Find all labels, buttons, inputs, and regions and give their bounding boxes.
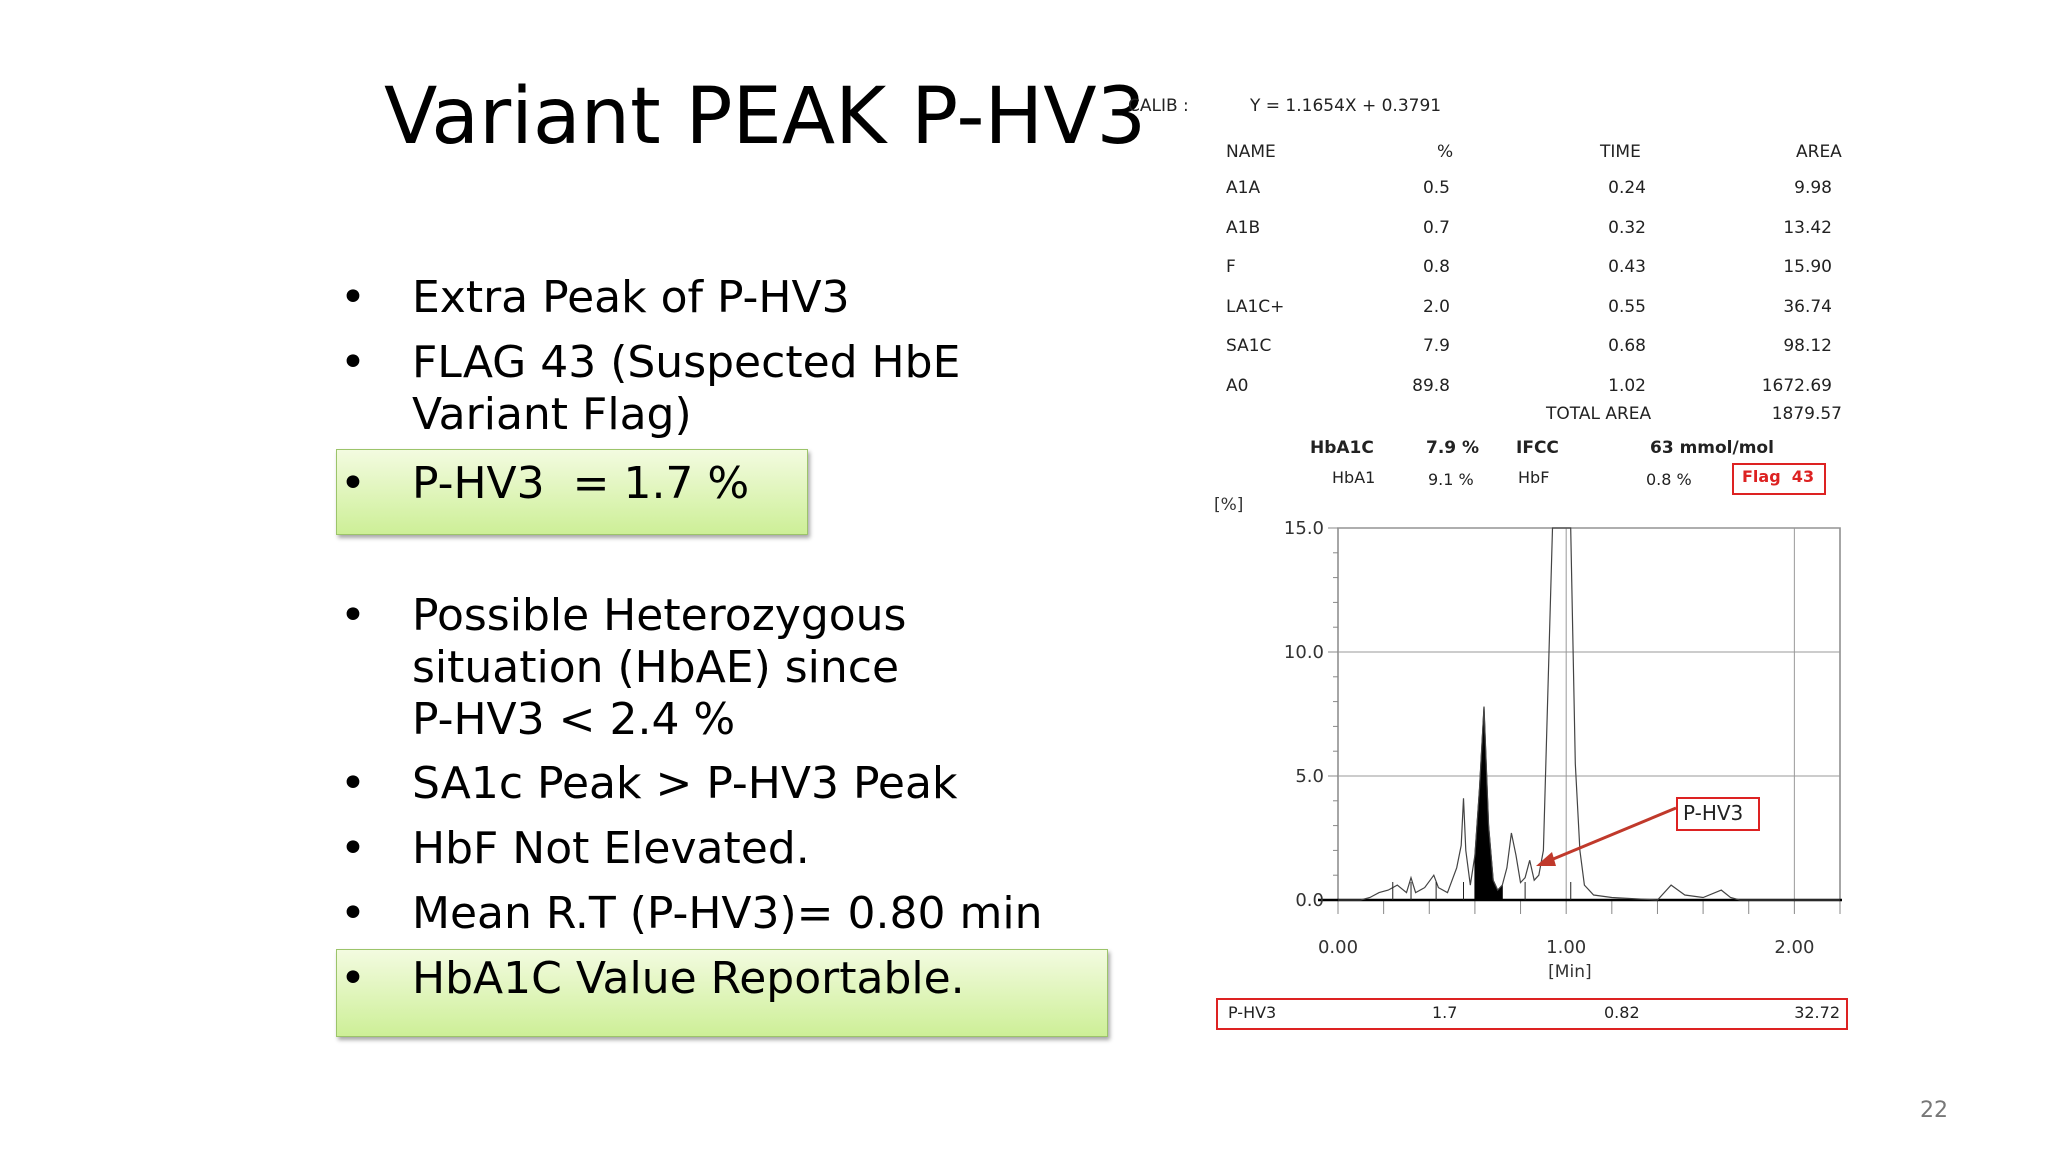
header-percent: %	[1437, 142, 1454, 162]
ifcc-value: 63 mmol/mol	[1650, 438, 1774, 458]
result-cell: 0.43	[1608, 257, 1646, 277]
result-cell: 13.42	[1783, 217, 1832, 238]
hba1c-label: HbA1C	[1310, 438, 1374, 458]
bullet-text: Possible Heterozygous	[412, 590, 907, 641]
result-cell: SA1C	[1226, 336, 1272, 356]
bullet-dot: •	[340, 953, 366, 1004]
result-cell: 0.32	[1608, 217, 1646, 238]
result-cell: 2.0	[1422, 296, 1450, 317]
result-cell: 0.55	[1608, 296, 1646, 317]
phv3-row-area: 32.72	[1794, 1003, 1840, 1022]
result-cell: 9.98	[1794, 178, 1832, 198]
bullet-dot: •	[340, 823, 366, 874]
x-tick-label: 1.00	[1546, 937, 1586, 958]
bullet-dot: •	[340, 272, 366, 323]
hba1c-value: 7.9 %	[1426, 438, 1480, 458]
bullet-text: Extra Peak of P-HV3	[412, 272, 850, 323]
page-number: 22	[1920, 1098, 1948, 1123]
result-cell: LA1C+	[1226, 296, 1285, 317]
x-tick-label: 0.00	[1318, 937, 1358, 958]
calib-label: CALIB :	[1128, 96, 1189, 116]
bullet-text: P-HV3 < 2.4 %	[412, 694, 736, 745]
result-cell: 0.5	[1422, 178, 1450, 198]
x-axis-label: [Min]	[1548, 962, 1591, 982]
hba1-value: 9.1 %	[1428, 470, 1474, 489]
bullet-text: HbA1C Value Reportable.	[412, 953, 965, 1004]
highlight-box-reportable	[336, 949, 1108, 1037]
result-cell: A0	[1226, 375, 1249, 396]
result-cell: F	[1226, 257, 1236, 277]
result-cell: 0.68	[1608, 336, 1646, 356]
header-time: TIME	[1600, 142, 1641, 162]
hbf-value: 0.8 %	[1646, 470, 1692, 489]
bullet-dot: •	[340, 888, 366, 939]
y-tick-label: 0.0	[1295, 890, 1324, 911]
bullet-text: situation (HbAE) since	[412, 642, 900, 693]
annotation-arrow-head	[1536, 852, 1556, 866]
result-cell: 0.8	[1422, 257, 1450, 277]
x-tick-label: 2.00	[1774, 937, 1814, 958]
hbf-label: HbF	[1518, 468, 1550, 487]
chromatogram-trace	[1338, 527, 1840, 901]
result-cell: 36.74	[1783, 296, 1832, 317]
result-cell: A1A	[1226, 178, 1261, 198]
y-tick-label: 10.0	[1284, 642, 1324, 663]
flag-text: Flag 43	[1742, 467, 1815, 486]
y-tick-label: 15.0	[1284, 518, 1324, 539]
bullet-dot: •	[340, 458, 366, 509]
y-tick-label: 5.0	[1295, 766, 1324, 787]
sa1c-peak-fill	[1474, 706, 1503, 901]
total-area-label: TOTAL AREA	[1546, 404, 1652, 424]
annotation-arrow-line	[1545, 806, 1677, 864]
result-cell: 1672.69	[1761, 375, 1832, 396]
highlight-box-phv3	[336, 449, 808, 535]
header-name: NAME	[1226, 142, 1276, 162]
phv3-row-time: 0.82	[1604, 1003, 1640, 1022]
result-cell: 89.8	[1412, 375, 1450, 396]
bullet-dot: •	[340, 337, 366, 388]
plot-frame	[1337, 527, 1841, 901]
result-cell: A1B	[1226, 217, 1261, 238]
calib-equation: Y = 1.1654X + 0.3791	[1250, 96, 1442, 116]
result-cell: 0.24	[1608, 178, 1646, 198]
annotation-label: P-HV3	[1683, 801, 1744, 825]
bullet-text: FLAG 43 (Suspected HbE	[412, 337, 961, 388]
bullet-text: Mean R.T (P-HV3)= 0.80 min	[412, 888, 1043, 939]
bullet-text: HbF Not Elevated.	[412, 823, 810, 874]
y-axis-label: [%]	[1214, 495, 1243, 515]
bullet-dot: •	[340, 590, 366, 641]
bullet-text: P-HV3 = 1.7 %	[412, 458, 750, 509]
bullet-text: SA1c Peak > P-HV3 Peak	[412, 758, 958, 809]
result-cell: 98.12	[1783, 336, 1832, 356]
header-area: AREA	[1796, 142, 1842, 162]
phv3-row-box	[1216, 998, 1848, 1030]
phv3-row-percent: 1.7	[1432, 1003, 1458, 1022]
flag-box	[1732, 463, 1826, 495]
total-area-value: 1879.57	[1771, 404, 1842, 424]
hba1-label: HbA1	[1332, 468, 1376, 487]
phv3-row-name: P-HV3	[1228, 1003, 1277, 1022]
bullet-dot: •	[340, 758, 366, 809]
result-cell: 7.9	[1422, 336, 1450, 356]
ifcc-label: IFCC	[1516, 438, 1559, 458]
result-cell: 0.7	[1422, 217, 1450, 238]
bullet-text: Variant Flag)	[412, 389, 692, 440]
annotation-box	[1676, 797, 1760, 831]
result-cell: 1.02	[1608, 375, 1646, 396]
result-cell: 15.90	[1783, 257, 1832, 277]
slide-title: Variant PEAK P-HV3	[384, 72, 1147, 162]
